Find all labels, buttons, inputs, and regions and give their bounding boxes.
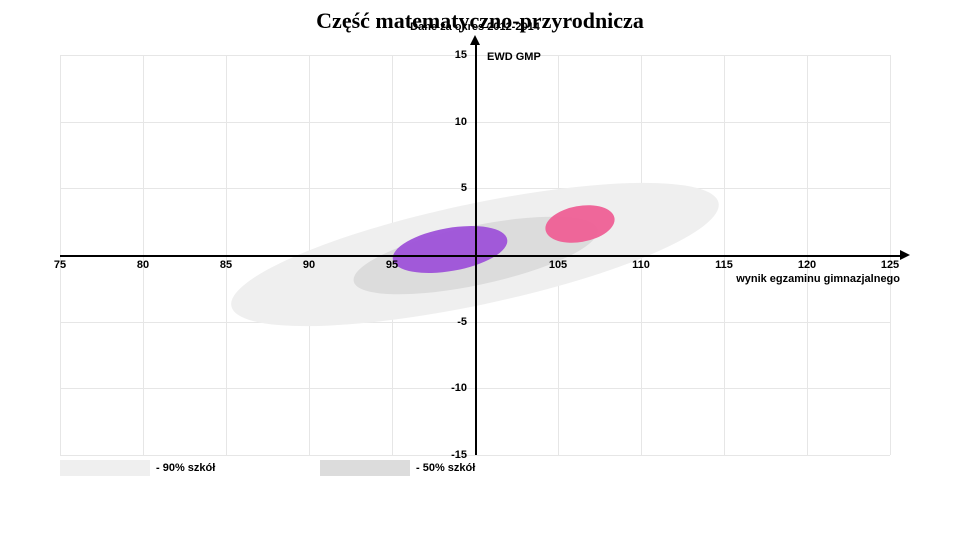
chart-area: Dane za okres 2012-201475808590951001051…: [60, 55, 890, 455]
y-tick-label: 5: [461, 182, 467, 194]
legend-90: - 90% szkół: [60, 460, 215, 476]
y-tick-label: -5: [457, 316, 467, 328]
y-axis-line: [475, 41, 477, 455]
y-tick-label: 15: [455, 49, 467, 61]
y-tick-label: 10: [455, 116, 467, 128]
y-axis-arrow-icon: [470, 35, 480, 45]
grid-h: [60, 455, 890, 456]
x-tick-label: 80: [137, 259, 149, 271]
x-tick-label: 125: [881, 259, 899, 271]
legend-label: - 90% szkół: [156, 462, 215, 474]
legend-50: - 50% szkół: [320, 460, 475, 476]
x-tick-label: 120: [798, 259, 816, 271]
x-axis-label: wynik egzaminu gimnazjalnego: [736, 273, 900, 285]
x-tick-label: 105: [549, 259, 567, 271]
legend-swatch: [60, 460, 150, 476]
x-tick-label: 110: [632, 259, 650, 271]
x-axis-arrow-icon: [900, 250, 910, 260]
y-axis-label: EWD GMP: [487, 51, 541, 63]
legend-label: - 50% szkół: [416, 462, 475, 474]
y-tick-label: -10: [451, 382, 467, 394]
chart-subtitle: Dane za okres 2012-2014: [410, 21, 540, 33]
x-tick-label: 85: [220, 259, 232, 271]
x-tick-label: 95: [386, 259, 398, 271]
legend-swatch: [320, 460, 410, 476]
x-tick-label: 90: [303, 259, 315, 271]
x-tick-label: 115: [715, 259, 733, 271]
x-axis-line: [60, 255, 904, 257]
x-tick-label: 75: [54, 259, 66, 271]
